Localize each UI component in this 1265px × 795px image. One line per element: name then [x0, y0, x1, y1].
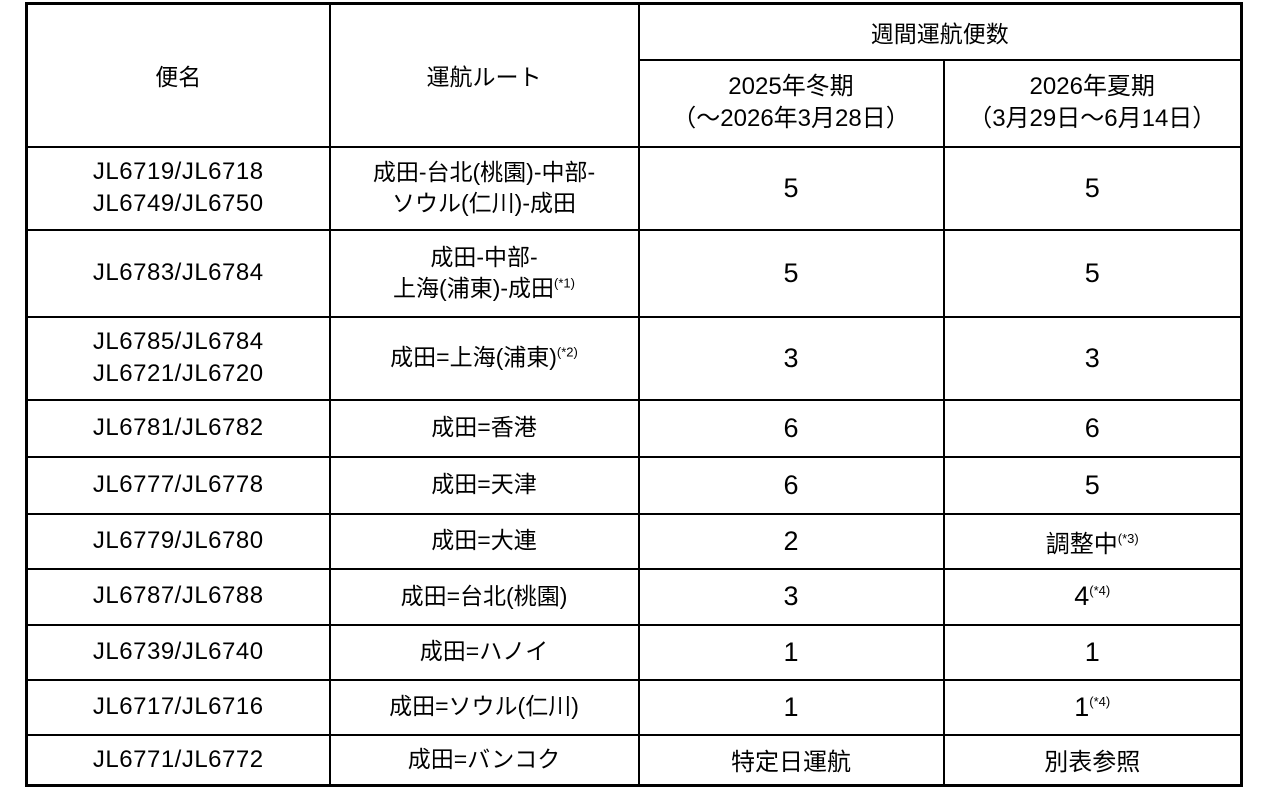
table-row: JL6787/JL6788 成田=台北(桃園) 3 4(*4) — [25, 567, 1243, 626]
table-row: JL6783/JL6784 成田-中部- 上海(浦東)-成田(*1) 5 5 — [25, 228, 1243, 318]
winter-count-cell: 特定日運航 — [637, 733, 945, 787]
summer-count-cell: 5 — [942, 455, 1243, 515]
flight-cell: JL6785/JL6784 JL6721/JL6720 — [25, 315, 331, 401]
header-winter-dates: （～2026年3月28日） — [672, 105, 910, 132]
flight-schedule-table: 便名 運航ルート 週間運航便数 2025年冬期 （～2026年3月28日） 20… — [25, 2, 1243, 787]
flight-number: JL6749/JL6750 — [92, 190, 264, 217]
flight-cell: JL6787/JL6788 — [25, 567, 331, 626]
summer-count-cell: 3 — [942, 315, 1243, 401]
route-text: 上海(浦東)-成田 — [393, 275, 555, 301]
summer-count-cell: 別表参照 — [942, 733, 1243, 787]
flight-number: JL6721/JL6720 — [92, 360, 264, 387]
header-summer-dates: （3月29日～6月14日） — [968, 105, 1217, 132]
footnote-marker: (*2) — [556, 344, 578, 360]
route-cell: 成田=バンコク — [328, 733, 640, 787]
winter-count-cell: 2 — [637, 512, 945, 570]
summer-count-cell: 5 — [942, 145, 1243, 231]
table-row: JL6779/JL6780 成田=大連 2 調整中(*3) — [25, 512, 1243, 570]
flight-cell: JL6719/JL6718 JL6749/JL6750 — [25, 145, 331, 231]
table-row: JL6717/JL6716 成田=ソウル(仁川) 1 1(*4) — [25, 678, 1243, 736]
winter-count-cell: 1 — [637, 678, 945, 736]
winter-count-cell: 6 — [637, 455, 945, 515]
route-line: ソウル(仁川)-成田 — [392, 190, 576, 216]
table-row: JL6771/JL6772 成田=バンコク 特定日運航 別表参照 — [25, 733, 1243, 787]
route-line: 成田-中部- — [430, 243, 538, 270]
footnote-marker: (*1) — [554, 275, 575, 291]
summer-count-cell: 6 — [942, 398, 1243, 458]
route-cell: 成田=上海(浦東)(*2) — [328, 315, 640, 401]
route-cell: 成田=大連 — [328, 512, 640, 570]
table-row: JL6785/JL6784 JL6721/JL6720 成田=上海(浦東)(*2… — [25, 315, 1243, 401]
flight-cell: JL6779/JL6780 — [25, 512, 331, 570]
footnote-marker: (*4) — [1089, 583, 1111, 598]
table-row: JL6719/JL6718 JL6749/JL6750 成田-台北(桃園)-中部… — [25, 145, 1243, 231]
header-row-sub: 2025年冬期 （～2026年3月28日） 2026年夏期 （3月29日～6月1… — [27, 58, 1243, 148]
route-cell: 成田=ソウル(仁川) — [328, 678, 640, 736]
flight-cell: JL6771/JL6772 — [25, 733, 331, 787]
winter-count-cell: 6 — [637, 398, 945, 458]
flight-cell: JL6783/JL6784 — [25, 228, 331, 318]
route-cell: 成田=天津 — [328, 455, 640, 515]
table-row: JL6739/JL6740 成田=ハノイ 1 1 — [25, 623, 1243, 681]
flight-number: JL6785/JL6784 — [92, 327, 264, 355]
route-line: 成田-台北(桃園)-中部- — [372, 158, 596, 185]
summer-count-cell: 4(*4) — [942, 567, 1243, 626]
summer-count-cell: 5 — [942, 228, 1243, 318]
summer-count-text: 4 — [1074, 581, 1090, 611]
route-cell: 成田=香港 — [328, 398, 640, 458]
header-route: 運航ルート — [328, 2, 640, 148]
route-cell: 成田=ハノイ — [328, 623, 640, 681]
winter-count-cell: 1 — [637, 623, 945, 681]
header-flight-name: 便名 — [25, 2, 331, 148]
header-winter-title: 2025年冬期 — [728, 73, 854, 101]
footnote-marker: (*4) — [1089, 693, 1111, 709]
footnote-marker: (*3) — [1117, 530, 1139, 546]
route-cell: 成田-台北(桃園)-中部- ソウル(仁川)-成田 — [328, 145, 640, 231]
header-winter-2025: 2025年冬期 （～2026年3月28日） — [637, 58, 945, 148]
route-text: 成田=上海(浦東) — [390, 344, 557, 371]
winter-count-cell: 5 — [637, 228, 945, 318]
winter-count-cell: 3 — [637, 567, 945, 626]
summer-count-text: 1 — [1074, 691, 1090, 722]
winter-count-cell: 3 — [637, 315, 945, 401]
flight-cell: JL6717/JL6716 — [25, 678, 331, 736]
flight-cell: JL6739/JL6740 — [25, 623, 331, 681]
summer-count-cell: 1(*4) — [942, 678, 1243, 736]
summer-count-cell: 1 — [942, 623, 1243, 681]
route-cell: 成田=台北(桃園) — [328, 567, 640, 626]
summer-count-cell: 調整中(*3) — [942, 512, 1243, 570]
header-summer-title: 2026年夏期 — [1029, 73, 1155, 101]
route-cell: 成田-中部- 上海(浦東)-成田(*1) — [328, 228, 640, 318]
header-row-top: 便名 運航ルート 週間運航便数 — [25, 2, 1243, 148]
summer-status-text: 調整中 — [1045, 530, 1118, 558]
winter-count-cell: 5 — [637, 145, 945, 231]
header-weekly-frequency: 週間運航便数 — [637, 2, 1243, 61]
route-line: 上海(浦東)-成田(*1) — [332, 273, 637, 304]
flight-number: JL6719/JL6718 — [92, 157, 264, 185]
header-summer-2026: 2026年夏期 （3月29日～6月14日） — [942, 58, 1243, 148]
flight-cell: JL6777/JL6778 — [25, 455, 331, 515]
table-row: JL6777/JL6778 成田=天津 6 5 — [25, 455, 1243, 515]
table-row: JL6781/JL6782 成田=香港 6 6 — [25, 398, 1243, 458]
flight-cell: JL6781/JL6782 — [25, 398, 331, 458]
